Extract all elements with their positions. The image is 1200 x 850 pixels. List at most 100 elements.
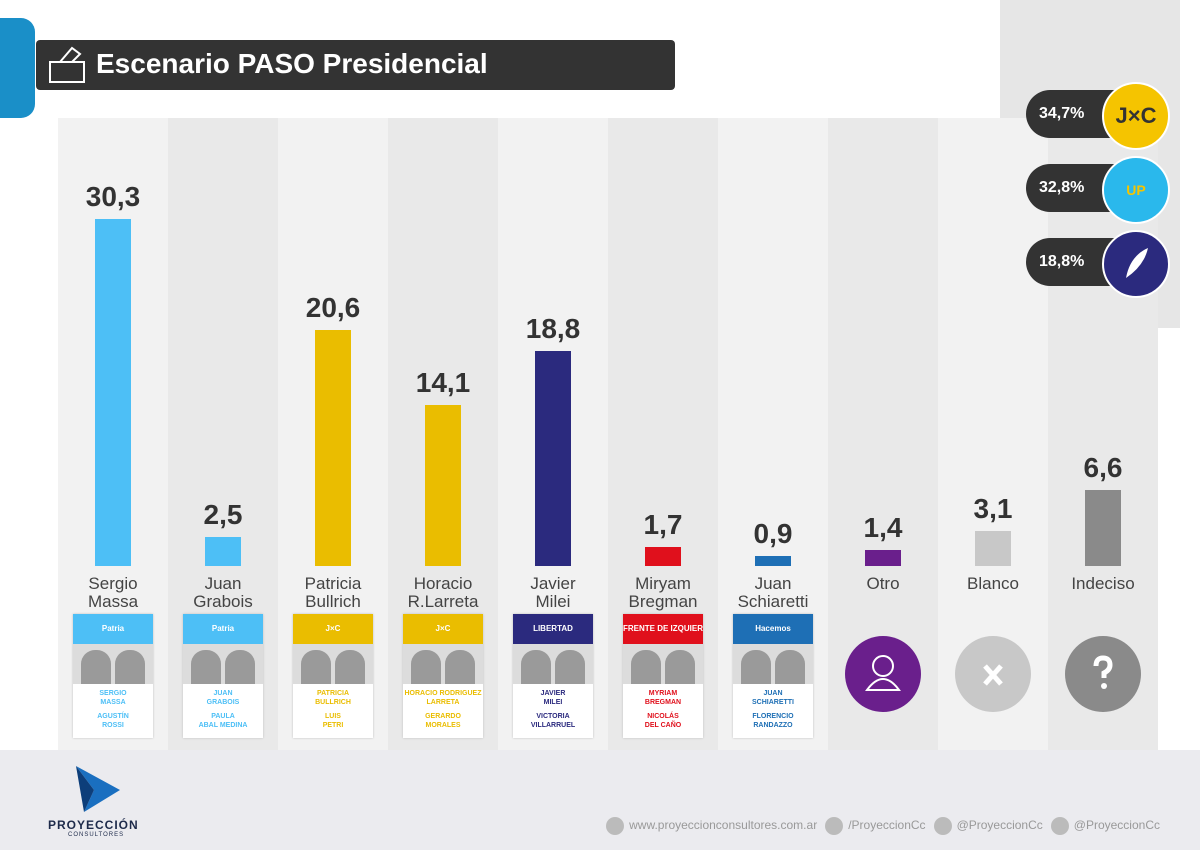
bar — [315, 330, 351, 566]
photo — [191, 650, 221, 684]
bar — [975, 530, 1011, 566]
photo — [665, 650, 695, 684]
photos — [403, 644, 483, 684]
ballot-header: J×C — [403, 614, 483, 644]
category-label: Patricia Bullrich — [304, 574, 362, 611]
party-logo — [1102, 230, 1170, 298]
title-bar: Escenario PASO Presidencial — [36, 40, 675, 90]
link-icon — [933, 816, 952, 835]
value-label: 14,1 — [415, 366, 471, 398]
category-label: Horacio R.Larreta — [407, 574, 479, 611]
photo — [411, 650, 441, 684]
option-icon — [845, 636, 921, 712]
link-icon — [1050, 816, 1069, 835]
photo — [631, 650, 661, 684]
photos — [293, 644, 373, 684]
photo — [445, 650, 475, 684]
title: Escenario PASO Presidencial — [96, 48, 488, 79]
footer-link: @ProyeccionCc — [933, 816, 1043, 835]
bar — [95, 219, 131, 566]
category-label: Miryam Bregman — [628, 574, 698, 611]
category-label: Juan Schiaretti — [737, 574, 809, 611]
footer-link: @ProyeccionCc — [1050, 816, 1160, 835]
tab — [0, 18, 35, 118]
category-label: Javier Milei — [530, 574, 576, 611]
link-text: @ProyeccionCc — [1073, 818, 1160, 832]
photos — [183, 644, 263, 684]
ballot-name: MYRIAM BREGMAN — [644, 690, 682, 706]
icon — [1093, 655, 1113, 689]
ballot-name: JUAN GRABOIS — [206, 690, 240, 706]
photo — [775, 650, 805, 684]
option-icon — [955, 636, 1031, 712]
ballot: Patria JUAN GRABOIS PAULA ABAL MEDINA — [183, 614, 263, 738]
ballot-header: Hacemos — [733, 614, 813, 644]
bar — [535, 350, 571, 566]
photos — [623, 644, 703, 684]
ballot-name: SERGIO MASSA — [99, 690, 127, 706]
ballot: Patria SERGIO MASSA AGUSTÍN ROSSI — [73, 614, 153, 738]
value-label: 2,5 — [203, 499, 243, 531]
ballot-header: Patria — [183, 614, 263, 644]
category-label: Blanco — [967, 574, 1019, 593]
photo — [81, 650, 111, 684]
feather — [1126, 248, 1148, 278]
photo — [301, 650, 331, 684]
photo — [335, 650, 365, 684]
ballot-header: LIBERTAD — [513, 614, 593, 644]
link-text: /ProyeccionCc — [848, 818, 926, 832]
category-label: Otro — [866, 574, 900, 593]
icon — [865, 655, 901, 691]
ballot-name: LUIS PETRI — [322, 713, 344, 729]
footer-link: www.proyeccionconsultores.com.ar — [606, 816, 818, 835]
link-text: www.proyeccionconsultores.com.ar — [629, 818, 818, 832]
photos — [733, 644, 813, 684]
party-logo: J×C — [1102, 82, 1170, 150]
ballot-name: NICOLÁS DEL CAÑO — [644, 713, 682, 729]
photos — [513, 644, 593, 684]
photo — [555, 650, 585, 684]
option-icon — [1065, 636, 1141, 712]
link-icon — [825, 816, 844, 835]
photo — [115, 650, 145, 684]
value-label: 1,7 — [643, 508, 683, 540]
value-label: 6,6 — [1083, 452, 1123, 484]
value-label: 0,9 — [753, 517, 793, 549]
bar — [755, 555, 791, 566]
photo — [521, 650, 551, 684]
link-icon — [606, 816, 625, 835]
footer: PROYECCIÓN CONSULTORES www.proyeccioncon… — [0, 750, 1200, 850]
category-label: Sergio Massa — [87, 574, 139, 611]
ballot-name: AGUSTÍN ROSSI — [97, 713, 129, 729]
ballot-header: Patria — [73, 614, 153, 644]
ballot-name: GERARDO MORALES — [425, 713, 461, 729]
bar — [205, 537, 241, 566]
value-label: 1,4 — [863, 511, 903, 543]
ballot: Hacemos JUAN SCHIARETTI FLORENCIO RANDAZZO — [733, 614, 813, 738]
brand-sub: CONSULTORES — [68, 832, 125, 838]
photo — [741, 650, 771, 684]
ballot-name: VICTORIA VILLARRUEL — [530, 713, 576, 729]
ballot-name: FLORENCIO RANDAZZO — [752, 713, 794, 729]
party-logo: UP — [1102, 156, 1170, 224]
category-label: Juan Grabois — [193, 574, 253, 611]
ballot-name: HORACIO RODRIGUEZ LARRETA — [404, 690, 482, 706]
photos — [73, 644, 153, 684]
value-label: 20,6 — [305, 292, 361, 324]
bar — [425, 404, 461, 566]
ballot-name: JAVIER MILEI — [540, 690, 566, 706]
ballot-name: PAULA ABAL MEDINA — [198, 713, 248, 729]
bar — [1085, 490, 1121, 566]
bar — [865, 549, 901, 566]
links: www.proyeccionconsultores.com.ar/Proyecc… — [598, 816, 1160, 835]
category-label: Indeciso — [1071, 574, 1135, 593]
icon — [983, 664, 1003, 686]
brand: PROYECCIÓN — [48, 818, 139, 832]
value-label: 30,3 — [85, 181, 141, 213]
ballot-name: PATRICIA BULLRICH — [315, 690, 351, 706]
ballot: J×C HORACIO RODRIGUEZ LARRETA GERARDO MORA… — [403, 614, 483, 738]
ballot-header: J×C — [293, 614, 373, 644]
footer-link: /ProyeccionCc — [825, 816, 926, 835]
value-label: 3,1 — [973, 492, 1013, 524]
